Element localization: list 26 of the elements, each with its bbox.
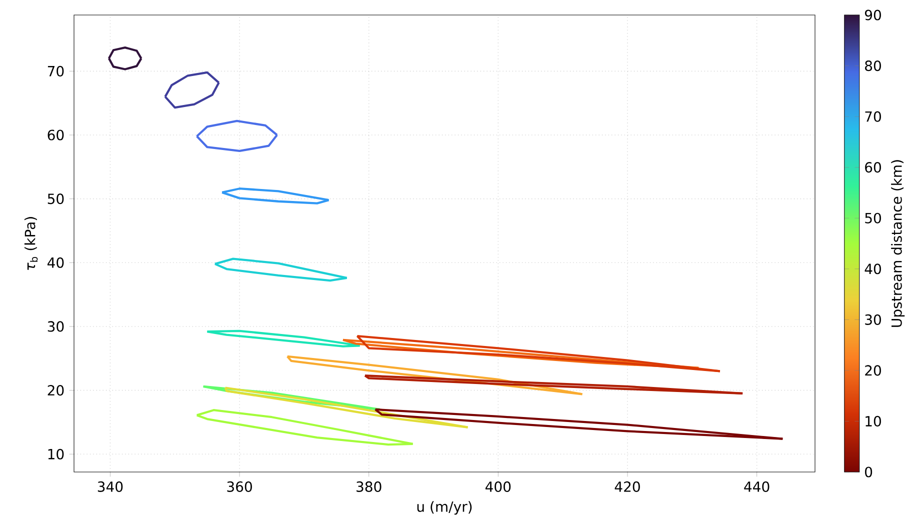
color-bar-label: 70 bbox=[865, 111, 881, 122]
y-tick-label: 40 bbox=[48, 257, 64, 268]
x-tick-label: 360 bbox=[227, 481, 252, 492]
color-bar-label: 50 bbox=[865, 212, 881, 224]
x-tick-label: 400 bbox=[486, 481, 511, 492]
x-axis-title: u (m/yr) bbox=[417, 501, 472, 515]
color-bar-label: 30 bbox=[865, 314, 881, 325]
color-bar-label: 90 bbox=[864, 10, 881, 20]
y-tick-label: 60 bbox=[48, 130, 64, 140]
color-bar-label: 10 bbox=[866, 416, 881, 427]
x-tick-label: 420 bbox=[614, 481, 640, 492]
y-tick-label: 30 bbox=[48, 321, 64, 332]
color-bar-label: 60 bbox=[865, 162, 881, 173]
x-tick-label: 380 bbox=[356, 481, 382, 492]
color-bar-title: Upstream distance (km) bbox=[891, 160, 905, 327]
y-tick-label: 50 bbox=[48, 194, 64, 204]
y-tick-label: 10 bbox=[48, 448, 64, 460]
color-bar-label: 20 bbox=[865, 365, 881, 376]
x-tick-label: 340 bbox=[98, 481, 123, 492]
color-bar-label: 80 bbox=[865, 60, 881, 72]
x-tick-label: 440 bbox=[744, 481, 770, 492]
y-tick-label: 70 bbox=[48, 66, 64, 76]
y-tick-label: 20 bbox=[48, 385, 64, 396]
color-bar-label: 40 bbox=[864, 264, 881, 274]
color-bar-label: 0 bbox=[865, 466, 872, 478]
y-axis-title: τ$_{b}$ (kPa) bbox=[24, 217, 38, 270]
